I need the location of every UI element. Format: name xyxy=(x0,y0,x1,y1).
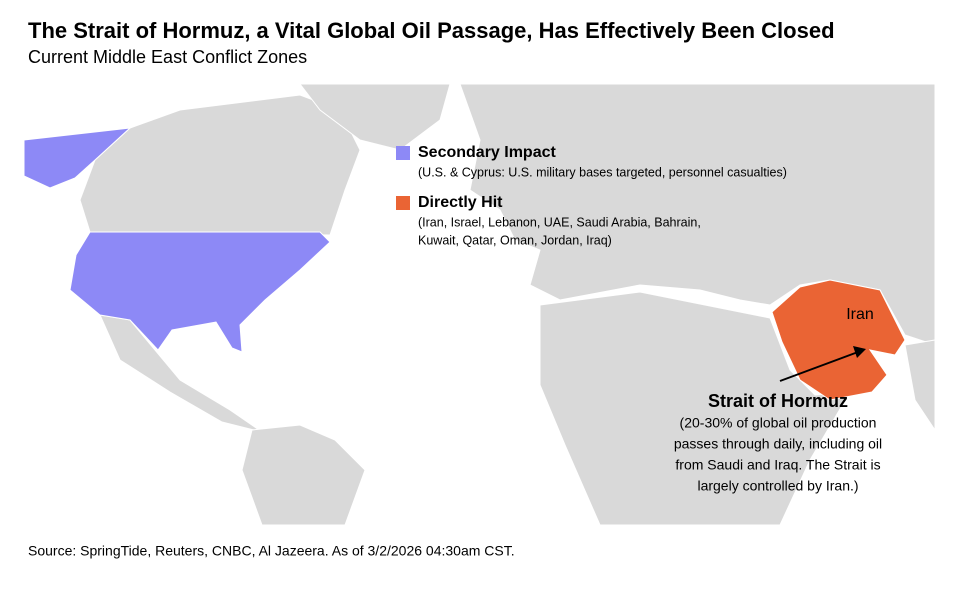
south-america xyxy=(241,424,366,526)
legend: Secondary Impact (U.S. & Cyprus: U.S. mil… xyxy=(396,144,787,247)
strait-description-line: largely controlled by Iran.) xyxy=(697,478,858,494)
alaska xyxy=(23,127,132,189)
subtitle: Current Middle East Conflict Zones xyxy=(28,47,307,67)
legend-description: Kuwait, Qatar, Oman, Jordan, Iraq) xyxy=(418,233,612,247)
iran-label: Iran xyxy=(846,306,874,323)
legend-label: Secondary Impact xyxy=(418,144,557,161)
arrow-head xyxy=(853,346,866,358)
united-states xyxy=(69,231,331,353)
india xyxy=(904,339,936,432)
legend-description: (Iran, Israel, Lebanon, UAE, Saudi Arabi… xyxy=(418,215,701,229)
legend-description: (U.S. & Cyprus: U.S. military bases targ… xyxy=(418,165,787,179)
strait-arrow xyxy=(779,351,859,382)
title: The Strait of Hormuz, a Vital Global Oil… xyxy=(28,18,835,43)
legend-swatch xyxy=(396,146,410,160)
legend-label: Directly Hit xyxy=(418,194,503,211)
strait-description-line: passes through daily, including oil xyxy=(674,436,882,452)
mexico xyxy=(99,314,263,433)
basemap xyxy=(23,83,936,526)
canada xyxy=(79,94,361,236)
legend-swatch xyxy=(396,196,410,210)
strait-title: Strait of Hormuz xyxy=(708,391,848,411)
strait-description: (20-30% of global oil production passes t… xyxy=(674,415,882,494)
strait-description-line: from Saudi and Iraq. The Strait is xyxy=(675,457,880,473)
eurasia xyxy=(459,83,936,346)
source: Source: SpringTide, Reuters, CNBC, Al Ja… xyxy=(28,543,515,559)
africa xyxy=(539,291,851,526)
strait-description-line: (20-30% of global oil production xyxy=(680,415,877,431)
middle-east xyxy=(771,279,906,401)
